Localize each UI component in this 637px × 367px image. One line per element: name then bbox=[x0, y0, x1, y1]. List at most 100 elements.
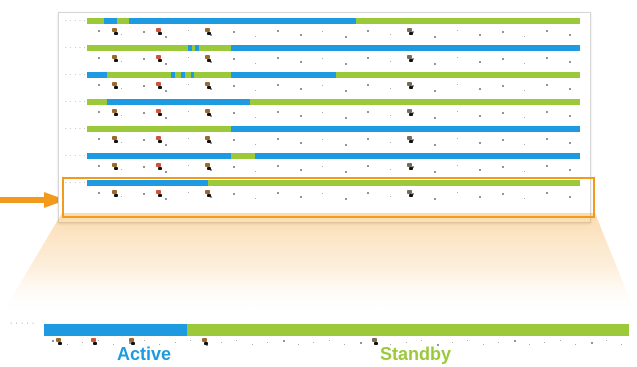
timeline-event-dot bbox=[255, 171, 257, 172]
activity-icon-head bbox=[111, 109, 117, 113]
timeline-event-dot bbox=[456, 111, 458, 112]
timeline-bar-segment-standby bbox=[335, 72, 580, 78]
timeline-bar[interactable] bbox=[87, 126, 580, 132]
timeline-bar[interactable] bbox=[87, 180, 580, 186]
timeline-event-dot bbox=[187, 165, 189, 166]
timeline-row[interactable]: · · · · · bbox=[63, 125, 586, 152]
zoomed-event-dot bbox=[282, 340, 285, 342]
timeline-event-dot bbox=[434, 90, 437, 92]
activity-icon-head bbox=[111, 190, 117, 194]
timeline-bar-segment-active bbox=[104, 18, 117, 24]
timeline-event-dot bbox=[367, 84, 370, 86]
timeline-event-dot bbox=[367, 192, 370, 194]
zoomed-event-dot bbox=[405, 342, 407, 343]
timeline-event-dot bbox=[479, 34, 482, 36]
timeline-event-dot bbox=[210, 169, 213, 171]
timeline-events bbox=[87, 82, 580, 96]
timeline-event-dot bbox=[299, 61, 302, 63]
zoomed-activity-icon bbox=[371, 338, 379, 346]
zoomed-event-dot bbox=[97, 340, 99, 341]
timeline-bar-segment-active bbox=[190, 72, 195, 78]
timeline-events bbox=[87, 109, 580, 123]
timeline-bar[interactable] bbox=[87, 153, 580, 159]
activity-icon-head bbox=[55, 338, 61, 342]
timeline-event-dot bbox=[367, 111, 370, 113]
timeline-activity-icon bbox=[111, 136, 119, 144]
timeline-event-dot bbox=[299, 142, 302, 144]
timeline-event-dot bbox=[501, 112, 504, 114]
timeline-row[interactable]: · · · · · bbox=[63, 98, 586, 125]
timeline-event-dot bbox=[546, 30, 549, 32]
zoomed-bar-segment-standby bbox=[187, 324, 629, 336]
timeline-event-dot bbox=[98, 192, 101, 194]
zoomed-event-dot bbox=[544, 342, 546, 343]
timeline-row[interactable]: · · · · · bbox=[63, 17, 586, 44]
timeline-bar-segment-active bbox=[180, 72, 185, 78]
timeline-event-dot bbox=[277, 111, 280, 113]
timeline-event-dot bbox=[367, 57, 370, 59]
zoomed-bar-segment-active bbox=[44, 324, 188, 336]
timeline-activity-icon bbox=[205, 136, 212, 144]
timeline-row[interactable]: · · · · · bbox=[63, 152, 586, 179]
timeline-event-dot bbox=[210, 88, 213, 90]
zoomed-event-dot bbox=[590, 342, 593, 344]
timeline-activity-icon bbox=[156, 190, 163, 198]
activity-icon-body bbox=[207, 140, 212, 143]
timeline-row[interactable]: · · · · · bbox=[63, 179, 586, 206]
timeline-activity-icon bbox=[156, 136, 163, 144]
timeline-bar[interactable] bbox=[87, 45, 580, 51]
timeline-event-dot bbox=[479, 196, 482, 198]
zoomed-event-dot bbox=[236, 340, 238, 341]
timeline-event-dot bbox=[120, 34, 122, 35]
timeline-event-dot bbox=[523, 117, 525, 118]
activity-icon-body bbox=[113, 140, 118, 143]
activity-icon-head bbox=[156, 163, 162, 167]
timeline-row[interactable]: · · · · · bbox=[63, 71, 586, 98]
timeline-row-label: · · · · · bbox=[65, 45, 87, 51]
timeline-activity-icon bbox=[156, 28, 163, 36]
timeline-event-dot bbox=[568, 88, 571, 90]
timeline-bar-segment-standby bbox=[207, 180, 580, 186]
timeline-activity-icon bbox=[111, 163, 119, 171]
activity-icon-body bbox=[158, 59, 163, 62]
timeline-event-dot bbox=[277, 84, 280, 86]
timeline-bar[interactable] bbox=[87, 18, 580, 24]
timeline-bar-segment-standby bbox=[87, 18, 105, 24]
timeline-activity-icon bbox=[205, 28, 212, 36]
timeline-event-dot bbox=[299, 196, 302, 198]
activity-icon-body bbox=[207, 86, 212, 89]
timeline-activity-icon bbox=[407, 28, 414, 36]
activity-icon-head bbox=[156, 28, 162, 32]
timeline-event-dot bbox=[434, 117, 437, 119]
timeline-bar-segment-active bbox=[230, 126, 580, 132]
timeline-row[interactable]: · · · · · bbox=[63, 44, 586, 71]
zoomed-event-dot bbox=[221, 342, 223, 343]
activity-icon-head bbox=[201, 338, 207, 342]
timeline-activity-icon bbox=[205, 109, 212, 117]
timeline-activity-icon bbox=[156, 109, 163, 117]
timeline-activity-icon bbox=[111, 190, 119, 198]
timeline-event-dot bbox=[232, 58, 235, 60]
zoomed-event-dot bbox=[267, 342, 269, 343]
timeline-event-dot bbox=[299, 169, 302, 171]
timeline-event-dot bbox=[232, 193, 235, 195]
timeline-bar-segment-active bbox=[195, 45, 200, 51]
timeline-event-dot bbox=[523, 171, 525, 172]
timeline-event-dot bbox=[165, 198, 168, 200]
timeline-event-dot bbox=[479, 142, 482, 144]
timeline-event-dot bbox=[434, 198, 437, 200]
zoomed-event-dot bbox=[205, 344, 208, 346]
activity-icon-body bbox=[92, 342, 97, 345]
timeline-bar[interactable] bbox=[87, 99, 580, 105]
timeline-bar[interactable] bbox=[87, 72, 580, 78]
timeline-event-dot bbox=[187, 30, 189, 31]
activity-icon-head bbox=[371, 338, 377, 342]
timeline-bar-segment-active bbox=[106, 99, 250, 105]
timeline-event-dot bbox=[344, 63, 347, 65]
activity-icon-body bbox=[113, 194, 118, 197]
zoomed-event-dot bbox=[190, 340, 192, 341]
activity-icon-body bbox=[409, 167, 414, 170]
timeline-activity-icon bbox=[205, 55, 212, 63]
activity-icon-head bbox=[156, 109, 162, 113]
zoomed-event-dot bbox=[298, 344, 299, 345]
